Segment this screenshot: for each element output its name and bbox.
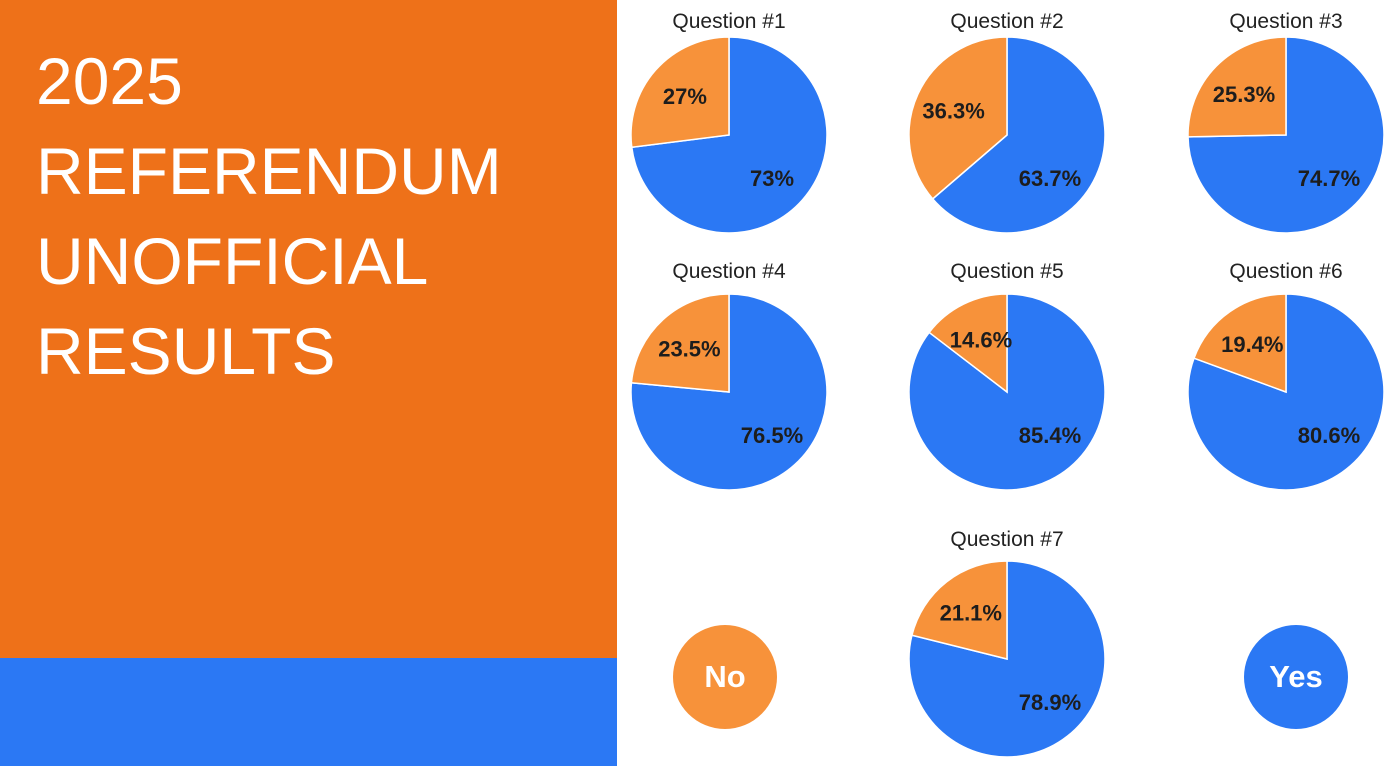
pie-slice-no xyxy=(1187,36,1287,138)
data-label-yes: 63.7% xyxy=(1019,166,1081,191)
chart-title: Question #6 xyxy=(1229,260,1342,283)
legend-yes-label: Yes xyxy=(1269,659,1323,694)
data-label-no: 14.6% xyxy=(950,327,1012,352)
legend-no-label: No xyxy=(704,659,746,694)
charts-canvas: Question #127%73%Question #236.3%63.7%Qu… xyxy=(630,10,1385,758)
chart-title: Question #2 xyxy=(950,10,1063,33)
pie-slice-yes xyxy=(908,560,1106,758)
data-label-no: 27% xyxy=(663,84,707,109)
pie-chart-question-6: Question #6 19.4% 80.6% xyxy=(1187,260,1385,491)
pie-chart-question-3: Question #3 25.3% 74.7% xyxy=(1187,10,1385,234)
title-line: RESULTS xyxy=(36,314,336,388)
pie-slice-yes xyxy=(1187,36,1385,234)
pie-slice-no xyxy=(630,293,730,393)
data-label-no: 23.5% xyxy=(658,337,720,362)
pie-slice-no xyxy=(908,36,1008,200)
chart-title: Question #4 xyxy=(672,260,786,283)
pie-chart-question-4: Question #4 23.5% 76.5% xyxy=(630,260,828,491)
pie-chart-question-5: Question #5 14.6% 85.4% xyxy=(908,260,1106,491)
pie-chart-question-7: Question #7 21.1% 78.9% xyxy=(908,528,1106,758)
legend-no-swatch: No xyxy=(673,625,777,729)
pie-chart-question-2: Question #2 36.3% 63.7% xyxy=(908,10,1106,234)
data-label-no: 19.4% xyxy=(1221,332,1283,357)
pie-slice-yes xyxy=(630,293,828,491)
title-line: REFERENDUM xyxy=(36,134,502,208)
data-label-no: 25.3% xyxy=(1213,82,1275,107)
pie-slice-no xyxy=(911,560,1008,660)
chart-title: Question #1 xyxy=(672,10,785,33)
pie-slice-no xyxy=(630,36,730,149)
title-panel: 2025 REFERENDUM UNOFFICIAL RESULTS xyxy=(0,0,617,658)
chart-title: Question #5 xyxy=(950,260,1063,283)
chart-title: Question #3 xyxy=(1229,10,1342,33)
legend-yes-swatch: Yes xyxy=(1244,625,1348,729)
pie-slice-no xyxy=(1193,293,1287,394)
accent-bar xyxy=(0,658,617,766)
data-label-yes: 80.6% xyxy=(1298,423,1360,448)
data-label-yes: 74.7% xyxy=(1298,166,1360,191)
data-label-no: 36.3% xyxy=(922,99,984,124)
pie-slice-no xyxy=(928,293,1008,394)
pie-slice-yes xyxy=(931,36,1106,234)
data-label-yes: 73% xyxy=(750,166,794,191)
data-label-no: 21.1% xyxy=(940,601,1002,626)
title-line: UNOFFICIAL xyxy=(36,224,429,298)
pie-chart-question-1: Question #1 27% 73% xyxy=(630,10,828,234)
slide-title: 2025 REFERENDUM UNOFFICIAL RESULTS xyxy=(36,36,606,396)
data-label-yes: 85.4% xyxy=(1019,423,1081,448)
pie-slice-yes xyxy=(908,293,1106,491)
title-line: 2025 xyxy=(36,44,183,118)
data-label-yes: 76.5% xyxy=(741,423,803,448)
data-label-yes: 78.9% xyxy=(1019,690,1081,715)
chart-title: Question #7 xyxy=(950,528,1063,551)
pie-chart-grid: Question #1 27% 73% Question #2 36.3% 63.7% Qu… xyxy=(617,0,1400,766)
